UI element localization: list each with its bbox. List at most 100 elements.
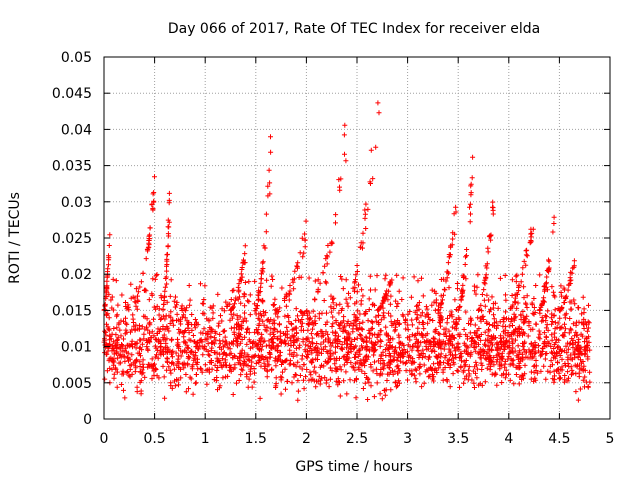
- data-point: [396, 340, 402, 346]
- data-point: [185, 345, 191, 351]
- data-point: [135, 289, 141, 295]
- data-point: [553, 353, 559, 359]
- data-point: [183, 372, 189, 377]
- data-point: [346, 355, 352, 361]
- data-point: [306, 275, 312, 281]
- data-point: [201, 311, 207, 317]
- data-point: [541, 330, 547, 336]
- data-point: [341, 132, 347, 138]
- data-point: [508, 356, 514, 362]
- data-point: [167, 321, 173, 326]
- data-point: [322, 344, 328, 350]
- data-point: [328, 343, 334, 349]
- data-point: [207, 352, 213, 358]
- data-point: [113, 350, 119, 356]
- data-point: [110, 358, 116, 364]
- data-point: [507, 377, 513, 383]
- data-point: [491, 312, 496, 318]
- data-point: [312, 364, 318, 370]
- data-point: [506, 339, 512, 345]
- data-point: [513, 295, 519, 301]
- data-point: [484, 351, 490, 357]
- data-point: [503, 297, 509, 303]
- data-point: [532, 342, 538, 348]
- data-point: [482, 329, 488, 335]
- data-point: [436, 340, 442, 346]
- data-point: [238, 271, 244, 277]
- data-point: [187, 302, 193, 308]
- data-point: [389, 322, 395, 328]
- data-point: [138, 279, 144, 285]
- data-point: [106, 356, 112, 362]
- data-point: [189, 312, 195, 317]
- data-point: [576, 351, 582, 357]
- data-point: [443, 340, 448, 346]
- data-point: [169, 354, 175, 360]
- data-point: [315, 378, 321, 384]
- data-point: [329, 368, 335, 374]
- data-point: [499, 344, 504, 350]
- data-point: [446, 285, 452, 291]
- data-point: [562, 373, 568, 378]
- data-point: [544, 274, 550, 280]
- data-point: [260, 269, 266, 275]
- data-point: [522, 362, 528, 368]
- data-point: [372, 287, 378, 293]
- data-point: [473, 332, 479, 338]
- data-point: [378, 367, 384, 372]
- data-point: [151, 333, 157, 339]
- data-point: [577, 386, 583, 392]
- data-point: [180, 349, 185, 355]
- data-point: [239, 319, 245, 325]
- data-point: [328, 351, 334, 357]
- data-point: [151, 362, 156, 368]
- data-point: [165, 244, 171, 250]
- data-point: [102, 328, 108, 334]
- data-point: [134, 340, 140, 346]
- data-point: [283, 303, 289, 309]
- data-point: [258, 276, 264, 282]
- data-point: [567, 316, 573, 321]
- data-point: [223, 299, 229, 305]
- data-point: [253, 342, 259, 348]
- data-point: [307, 345, 313, 351]
- data-point: [382, 347, 388, 352]
- data-point: [510, 341, 516, 347]
- data-point: [214, 378, 220, 384]
- data-point: [515, 354, 521, 360]
- data-point: [389, 344, 395, 350]
- data-point: [531, 363, 537, 369]
- data-point: [147, 330, 152, 336]
- data-point: [245, 325, 251, 331]
- data-point: [242, 334, 248, 340]
- data-point: [478, 346, 484, 352]
- data-point: [483, 276, 489, 282]
- data-point: [168, 370, 174, 376]
- data-point: [463, 362, 469, 368]
- data-point: [400, 313, 406, 319]
- data-point: [472, 288, 478, 294]
- data-point: [360, 345, 365, 351]
- data-point: [294, 330, 299, 336]
- data-point: [544, 322, 550, 328]
- data-point: [202, 283, 208, 289]
- data-point: [107, 232, 113, 238]
- data-point: [299, 366, 305, 372]
- data-point: [331, 295, 337, 301]
- data-point: [509, 361, 515, 367]
- data-point: [573, 371, 579, 377]
- data-point: [405, 377, 410, 383]
- data-point: [363, 201, 369, 207]
- data-point: [395, 301, 401, 307]
- data-point: [585, 319, 591, 325]
- data-point: [185, 325, 191, 331]
- data-point: [466, 373, 472, 379]
- data-point: [303, 342, 309, 348]
- data-point: [110, 276, 116, 282]
- data-point: [467, 219, 473, 225]
- data-point: [423, 304, 429, 310]
- data-point: [286, 290, 292, 296]
- data-point: [551, 342, 557, 348]
- data-point: [354, 335, 360, 341]
- data-point: [171, 298, 177, 304]
